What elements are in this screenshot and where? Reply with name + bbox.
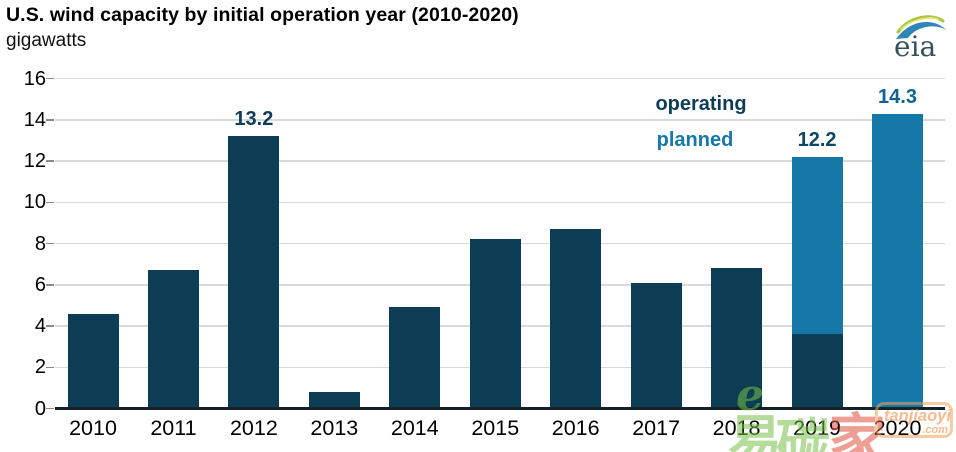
eia-logo-icon: eia xyxy=(894,15,947,63)
x-tick-label-2016: 2016 xyxy=(551,416,600,440)
y-tick-mark-10 xyxy=(46,201,54,203)
bar-2014-operating xyxy=(389,307,441,409)
bar-2011-operating xyxy=(147,270,199,409)
grid-line-16 xyxy=(55,77,945,80)
y-tick-mark-12 xyxy=(46,160,54,162)
bar-value-label-2020: 14.3 xyxy=(878,85,917,108)
y-tick-label-14: 14 xyxy=(23,108,46,131)
bar-2012-operating xyxy=(228,136,280,409)
bar-2018-operating xyxy=(711,268,763,409)
y-tick-label-12: 12 xyxy=(23,150,46,172)
bar-value-label-2019: 12.2 xyxy=(797,128,837,151)
bar-2016-operating xyxy=(550,229,602,409)
bar-2019-operating xyxy=(791,334,843,409)
x-axis-line xyxy=(55,407,945,410)
y-tick-label-4: 4 xyxy=(34,315,46,337)
legend-planned: planned xyxy=(656,129,734,151)
bar-2013-operating xyxy=(308,392,360,409)
x-tick-label-2015: 2015 xyxy=(471,416,520,440)
x-tick-label-2017: 2017 xyxy=(632,416,681,440)
chart-title: U.S. wind capacity by initial operation … xyxy=(6,4,519,26)
y-tick-mark-14 xyxy=(46,119,54,121)
x-tick-label-2010: 2010 xyxy=(69,416,117,440)
y-tick-label-16: 16 xyxy=(23,67,46,90)
chart-units-label: gigawatts xyxy=(6,30,87,51)
y-tick-mark-16 xyxy=(46,77,54,80)
y-tick-mark-4 xyxy=(46,325,54,327)
legend-operating: operating xyxy=(655,93,747,115)
bar-2019-planned xyxy=(791,156,843,335)
bar-2017-operating xyxy=(630,282,682,409)
bar-value-label-2012: 13.2 xyxy=(234,108,274,131)
grid-line-12 xyxy=(55,160,945,162)
y-tick-label-10: 10 xyxy=(23,191,46,214)
y-tick-label-8: 8 xyxy=(34,232,46,255)
eia-logo: eia xyxy=(888,10,950,63)
grid-line-14 xyxy=(55,119,945,121)
y-tick-mark-8 xyxy=(46,242,54,245)
y-tick-label-2: 2 xyxy=(34,356,46,379)
y-tick-mark-6 xyxy=(46,284,54,286)
bar-2020-planned xyxy=(872,113,923,409)
y-tick-label-6: 6 xyxy=(34,273,46,296)
x-tick-label-2011: 2011 xyxy=(150,416,197,440)
x-tick-label-2014: 2014 xyxy=(390,416,439,440)
x-tick-label-2019: 2019 xyxy=(793,416,841,440)
bar-2015-operating xyxy=(469,239,521,409)
y-tick-mark-2 xyxy=(46,366,54,368)
y-tick-mark-0 xyxy=(46,407,54,410)
y-tick-label-0: 0 xyxy=(34,397,46,420)
x-tick-label-2020: 2020 xyxy=(873,416,922,440)
x-tick-label-2018: 2018 xyxy=(712,416,761,440)
x-tick-label-2012: 2012 xyxy=(229,416,278,440)
grid-line-10 xyxy=(55,201,945,203)
bar-2010-operating xyxy=(67,313,119,409)
eia-logo-text: eia xyxy=(894,30,936,62)
x-tick-label-2013: 2013 xyxy=(310,416,359,440)
